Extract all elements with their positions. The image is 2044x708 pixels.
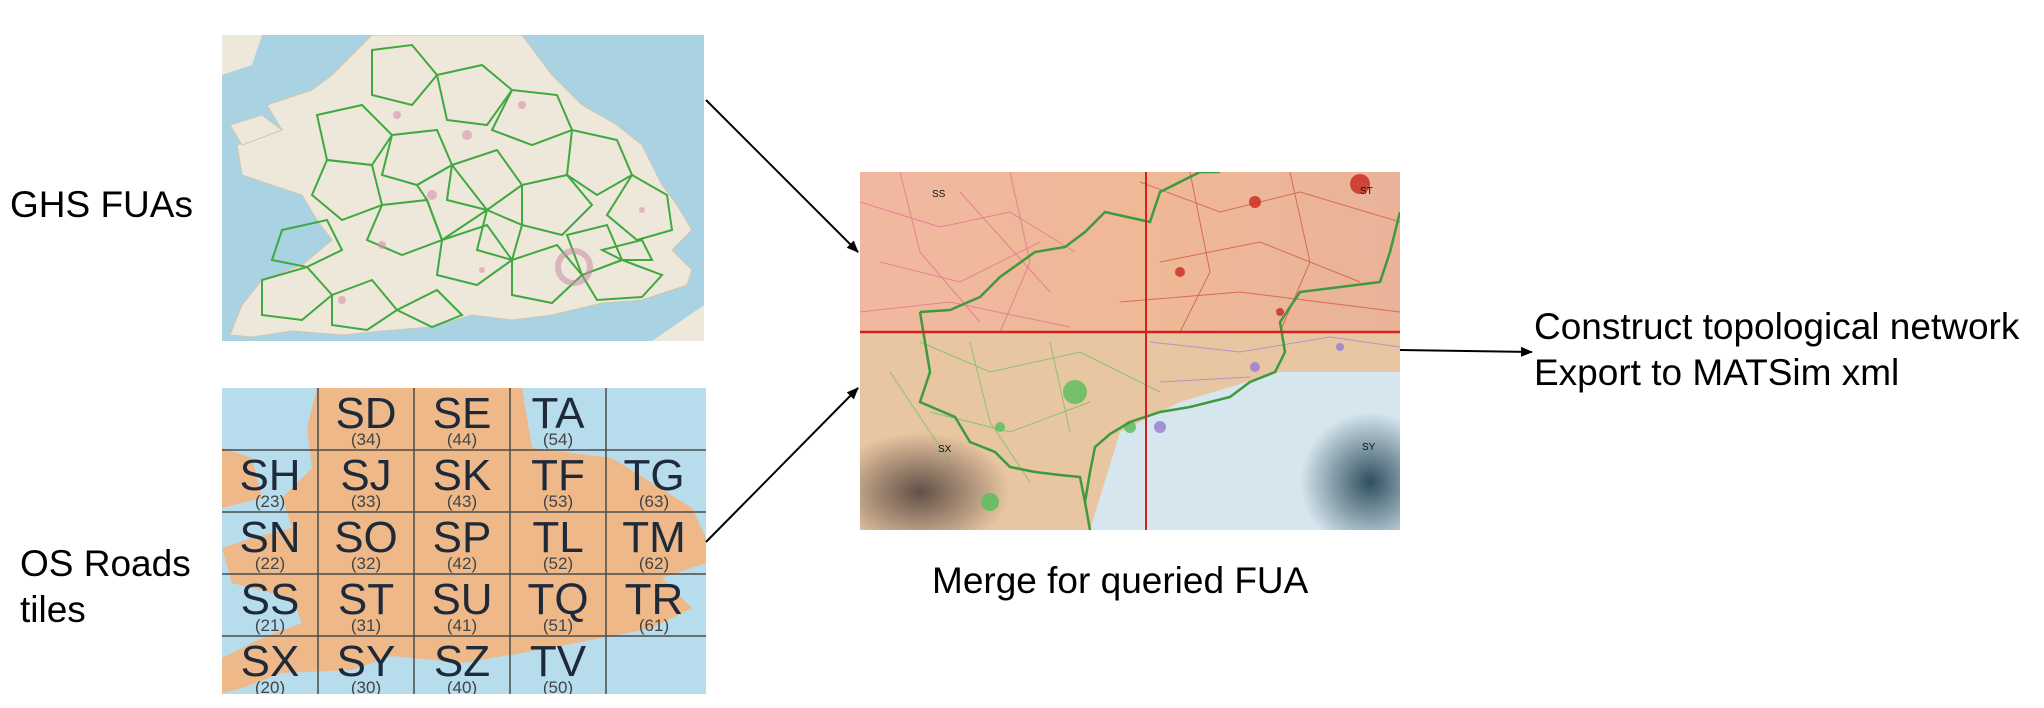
tile-number-sk: (43) xyxy=(447,492,477,511)
tile-name-sj: SJ xyxy=(340,451,391,500)
tile-name-tq: TQ xyxy=(527,575,588,624)
ireland-coast xyxy=(222,35,262,75)
tile-number-tv: (50) xyxy=(543,678,573,694)
tile-number-sp: (42) xyxy=(447,554,477,573)
merged-fua-map: SS ST SX SY xyxy=(860,172,1400,530)
merge-label: Merge for queried FUA xyxy=(932,560,1309,601)
tile-number-sy: (30) xyxy=(351,678,381,694)
output-label-line1: Construct topological network xyxy=(1534,306,2020,347)
tile-number-su: (41) xyxy=(447,616,477,635)
tile-name-tm: TM xyxy=(622,513,686,562)
tile-name-tv: TV xyxy=(530,637,587,686)
tile-name-sx: SX xyxy=(241,637,300,686)
tile-number-tm: (62) xyxy=(639,554,669,573)
urban-red xyxy=(1175,174,1370,316)
tile-landmass xyxy=(222,388,706,693)
tile-name-su: SU xyxy=(431,575,492,624)
urban-dots xyxy=(338,101,645,304)
tile-number-sj: (33) xyxy=(351,492,381,511)
tile-name-tf: TF xyxy=(531,451,585,500)
tile-number-tr: (61) xyxy=(639,616,669,635)
tile-name-tl: TL xyxy=(532,513,583,562)
roads-pink xyxy=(860,172,1076,333)
dark-shading-sy xyxy=(1300,412,1400,530)
tile-number-sx: (20) xyxy=(255,678,285,694)
ghs-fua-map xyxy=(222,35,704,341)
tile-name-ta: TA xyxy=(532,389,586,438)
dark-shading-sx xyxy=(860,432,1010,530)
tile-name-sh: SH xyxy=(239,451,300,500)
tile-name-tr: TR xyxy=(625,575,684,624)
tile-number-sn: (22) xyxy=(255,554,285,573)
tile-number-tg: (63) xyxy=(639,492,669,511)
merge-tag-br: SY xyxy=(1362,442,1376,453)
tile-name-st: ST xyxy=(338,575,394,624)
os-roads-label: OS Roads xyxy=(20,543,191,584)
queried-fua-outline xyxy=(918,172,1400,530)
os-roads-label-line2: tiles xyxy=(20,589,86,630)
merge-tag-tl: SS xyxy=(932,189,946,200)
ghs-fua-map-graphic xyxy=(222,35,704,341)
tile-name-tg: TG xyxy=(623,451,684,500)
tile-grid-lines xyxy=(222,388,706,694)
merged-fua-graphic: SS ST SX SY xyxy=(860,172,1400,530)
output-label-line2: Export to MATSim xml xyxy=(1534,352,1900,393)
tile-name-sz: SZ xyxy=(434,637,490,686)
tile-number-ss: (21) xyxy=(255,616,285,635)
tile-number-tf: (53) xyxy=(543,492,573,511)
tile-number-tl: (52) xyxy=(543,554,573,573)
tile-number-st: (31) xyxy=(351,616,381,635)
tile-name-ss: SS xyxy=(241,575,300,624)
tile-name-sp: SP xyxy=(433,513,492,562)
tile-number-tq: (51) xyxy=(543,616,573,635)
tile-name-se: SE xyxy=(433,389,492,438)
london-urban-area xyxy=(555,248,593,286)
os-tile-grid-graphic: SD(34)SE(44)TA(54)SH(23)SJ(33)SK(43)TF(5… xyxy=(222,388,706,694)
tile-name-so: SO xyxy=(334,513,398,562)
tile-name-sn: SN xyxy=(239,513,300,562)
merge-tag-bl: SX xyxy=(938,444,952,455)
arrow-ghs-to-merge xyxy=(705,99,859,253)
urban-green xyxy=(981,380,1136,511)
tile-name-sk: SK xyxy=(433,451,492,500)
tile-number-ta: (54) xyxy=(543,430,573,449)
arrow-tiles-to-merge xyxy=(705,387,859,543)
tile-name-sy: SY xyxy=(337,637,396,686)
ireland-tile-land xyxy=(222,448,262,508)
tile-number-sz: (40) xyxy=(447,678,477,694)
tile-number-so: (32) xyxy=(351,554,381,573)
tile-number-sh: (23) xyxy=(255,492,285,511)
os-roads-tile-grid: SD (34) SE (44) TA (54) SH (23) SJ (33) SK (43) TF (5… xyxy=(222,388,706,694)
ghs-fuas-label: GHS FUAs xyxy=(10,184,193,225)
arrow-merge-to-output xyxy=(1399,346,1533,357)
tile-number-se: (44) xyxy=(447,430,477,449)
merge-tag-tr: ST xyxy=(1360,186,1373,197)
tile-labels: SD(34)SE(44)TA(54)SH(23)SJ(33)SK(43)TF(5… xyxy=(239,389,685,694)
france-coast xyxy=(652,305,704,341)
urban-purple xyxy=(1154,343,1344,433)
tile-name-sd: SD xyxy=(335,389,396,438)
fua-outlines xyxy=(261,43,674,332)
wales-coast xyxy=(229,114,284,146)
tile-number-sd: (34) xyxy=(351,430,381,449)
